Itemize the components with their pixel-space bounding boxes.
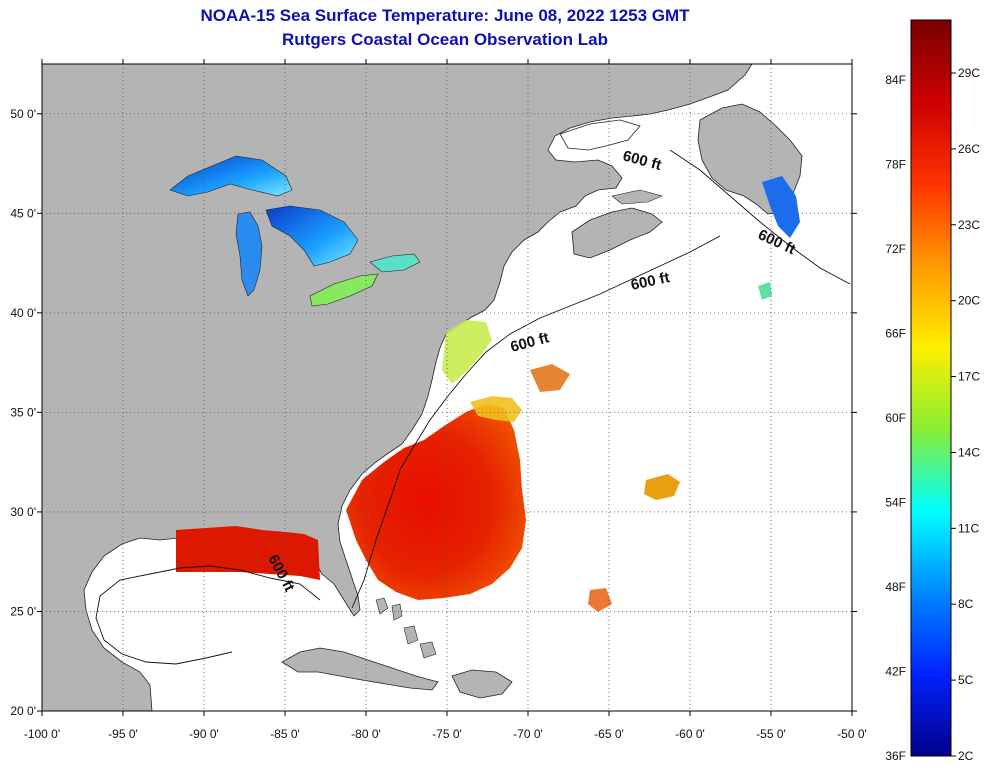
celsius-label: 29C xyxy=(958,66,980,80)
celsius-labels: 29C 26C 23C 20C 17C 14C 11C 8C 5C 2C xyxy=(951,66,980,763)
graticule xyxy=(42,64,852,711)
fahrenheit-labels: 84F 78F 72F 66F 60F 54F 48F 42F 36F xyxy=(885,73,906,763)
longitude-tick-label: -60 0' xyxy=(675,727,705,741)
map-title: NOAA-15 Sea Surface Temperature: June 08… xyxy=(200,6,690,25)
great-lakes xyxy=(169,155,421,307)
longitude-tick-label: -75 0' xyxy=(432,727,462,741)
map-subtitle: Rutgers Coastal Ocean Observation Lab xyxy=(282,30,608,49)
celsius-label: 23C xyxy=(958,218,980,232)
longitude-tick-label: -65 0' xyxy=(594,727,624,741)
latitude-tick-label: 45 0' xyxy=(10,206,36,220)
shelf-sst xyxy=(442,320,492,384)
north-america-land xyxy=(42,64,753,711)
fahrenheit-label: 72F xyxy=(885,242,906,256)
isobath-600ft xyxy=(351,149,851,609)
bahamas-islands xyxy=(375,597,437,659)
longitude-tick-label: -70 0' xyxy=(513,727,543,741)
latitude-tick-label: 50 0' xyxy=(10,107,36,121)
newfoundland-sst xyxy=(762,176,800,238)
mid-atlantic-sst xyxy=(470,396,522,422)
longitude-tick-label: -95 0' xyxy=(108,727,138,741)
lake-huron xyxy=(265,205,359,267)
celsius-label: 11C xyxy=(958,521,979,535)
anticosti-island xyxy=(611,189,663,205)
lake-michigan xyxy=(235,211,263,297)
slope-sst xyxy=(758,282,772,300)
celsius-label: 20C xyxy=(958,294,980,308)
celsius-label: 2C xyxy=(958,749,974,763)
fahrenheit-label: 60F xyxy=(885,411,906,425)
fahrenheit-label: 36F xyxy=(885,749,906,763)
longitude-tick-label: -85 0' xyxy=(270,727,300,741)
latitude-ticks: 50 0' 45 0' 40 0' 35 0' 30 0' 25 0' 20 0' xyxy=(10,107,857,718)
latitude-tick-label: 35 0' xyxy=(10,405,36,419)
gulf-of-st-lawrence xyxy=(559,119,641,151)
fahrenheit-label: 54F xyxy=(885,496,906,510)
cuba-land xyxy=(281,647,439,691)
lake-superior xyxy=(169,155,293,197)
fahrenheit-label: 66F xyxy=(885,327,906,341)
colorbar-gradient xyxy=(910,19,952,757)
latitude-tick-label: 40 0' xyxy=(10,306,36,320)
nova-scotia-land xyxy=(571,207,663,259)
longitude-tick-label: -100 0' xyxy=(24,727,60,741)
isobath-gulf xyxy=(95,565,321,665)
fahrenheit-label: 42F xyxy=(885,665,906,679)
offshore-sst-2 xyxy=(530,364,570,392)
fahrenheit-label: 84F xyxy=(885,73,906,87)
lake-ontario xyxy=(369,253,421,273)
latitude-tick-label: 20 0' xyxy=(10,704,36,718)
celsius-label: 5C xyxy=(958,673,974,687)
atlantic-sst-field xyxy=(346,404,526,600)
offshore-sst-1 xyxy=(644,474,680,500)
celsius-label: 14C xyxy=(958,445,980,459)
lake-erie xyxy=(309,273,379,307)
celsius-label: 17C xyxy=(958,370,980,384)
longitude-ticks: -100 0' -95 0' -90 0' -85 0' -80 0' -75 0' -70… xyxy=(24,59,867,741)
longitude-tick-label: -50 0' xyxy=(837,727,867,741)
longitude-tick-label: -80 0' xyxy=(351,727,381,741)
longitude-tick-label: -55 0' xyxy=(756,727,786,741)
hispaniola-land xyxy=(451,669,513,699)
latitude-tick-label: 25 0' xyxy=(10,604,36,618)
celsius-label: 26C xyxy=(958,142,980,156)
fahrenheit-label: 48F xyxy=(885,580,906,594)
celsius-label: 8C xyxy=(958,597,974,611)
offshore-sst-3 xyxy=(588,588,612,612)
fahrenheit-label: 78F xyxy=(885,158,906,172)
latitude-tick-label: 30 0' xyxy=(10,505,36,519)
longitude-tick-label: -90 0' xyxy=(189,727,219,741)
